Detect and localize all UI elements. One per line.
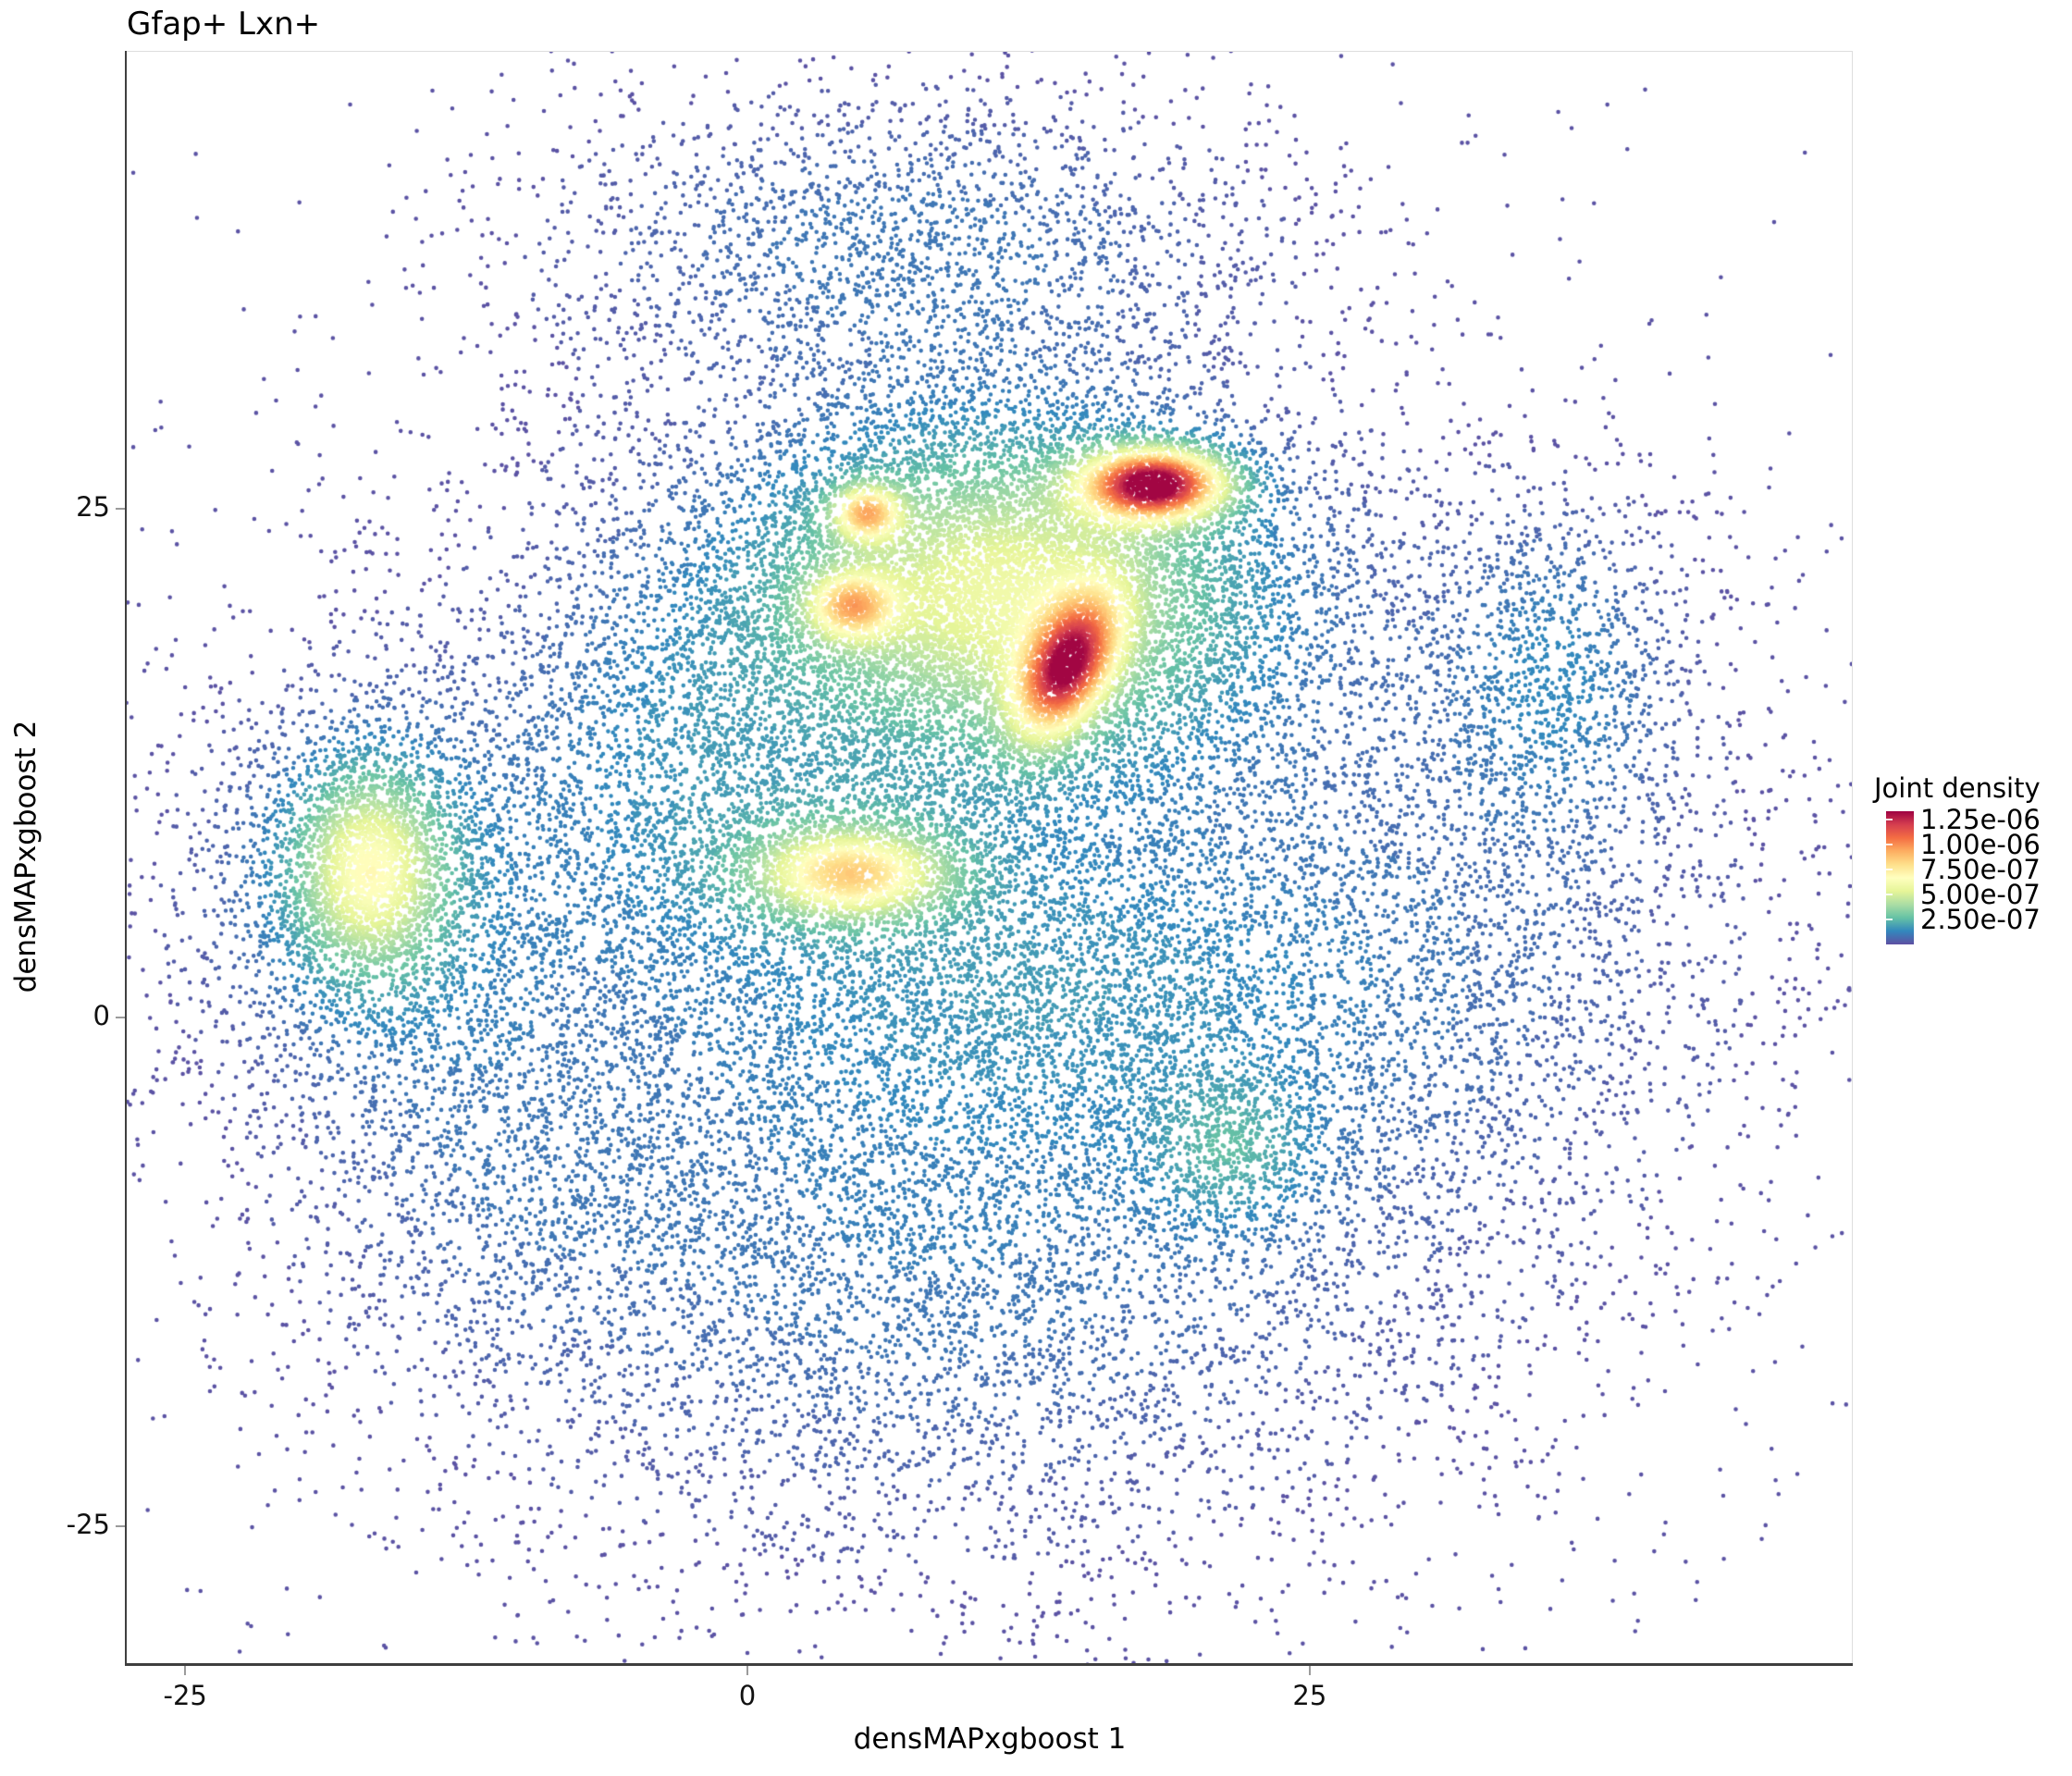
legend-colorbar [1886,811,1914,944]
top-spine [127,51,1853,52]
legend-tick-mark [1886,843,1893,845]
x-tick-label: -25 [163,1680,207,1711]
legend-title: Joint density [1874,772,2041,804]
bottom-spine [125,1663,1853,1666]
legend-tick-mark [1886,918,1893,920]
legend-tick-label: 1.25e-06 [1920,803,2041,835]
y-tick-label: 25 [76,490,110,523]
x-tick-mark [184,1666,187,1675]
legend-tick-mark [1886,818,1893,820]
x-tick-mark [1308,1666,1311,1675]
x-tick-mark [746,1666,749,1675]
plot-title: Gfap+ Lxn+ [127,6,321,43]
legend-tick-label: 7.50e-07 [1920,853,2041,885]
legend-tick-label: 2.50e-07 [1920,903,2041,935]
left-spine [125,51,127,1665]
legend-tick-label: 1.00e-06 [1920,828,2041,860]
scatter-canvas [127,51,1853,1663]
legend-tick-mark [1886,893,1893,895]
x-tick-label: 25 [1292,1680,1327,1711]
plot-area [125,51,1853,1666]
y-tick-mark [116,507,125,510]
y-tick-mark [116,1016,125,1018]
y-tick-label: 0 [92,999,110,1031]
legend-tick-label: 5.00e-07 [1920,878,2041,910]
y-tick-label: -25 [66,1508,110,1540]
y-tick-mark [116,1524,125,1527]
x-axis-label: densMAPxgboost 1 [853,1722,1127,1756]
x-tick-label: 0 [738,1680,757,1711]
right-spine [1852,51,1853,1663]
y-axis-label: densMAPxgboost 2 [9,720,43,993]
legend-tick-mark [1886,868,1893,870]
